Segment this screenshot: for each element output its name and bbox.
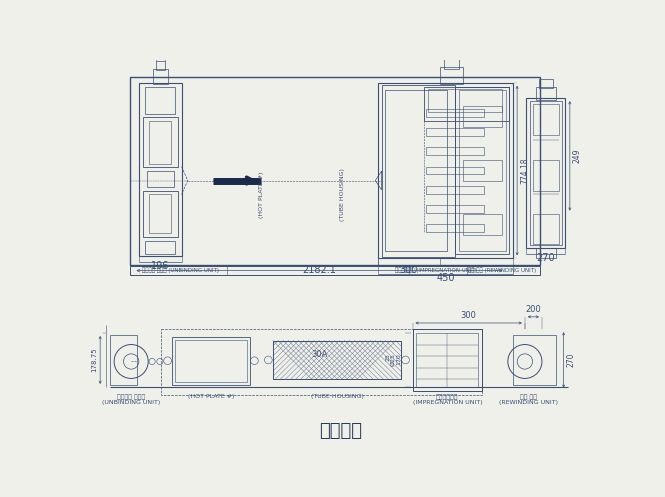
Bar [455,86,509,254]
Text: 300: 300 [400,265,418,275]
Text: (HOT PLATE #): (HOT PLATE #) [188,395,234,400]
Text: 774.18: 774.18 [520,157,529,184]
Bar [412,329,482,391]
Bar [463,214,501,235]
Bar [536,86,556,100]
Bar [153,69,168,84]
Bar [424,86,509,121]
Bar [273,340,401,379]
Bar [147,171,174,187]
Bar [426,205,484,213]
Text: 178.75: 178.75 [91,347,97,372]
Bar [444,54,459,69]
Text: 감지 유닛: 감지 유닛 [520,394,537,400]
Text: 196: 196 [151,261,170,271]
Bar [426,166,484,174]
Bar [426,148,484,155]
Text: 2182.1: 2182.1 [303,265,336,275]
Bar [130,266,541,275]
Bar [416,333,478,387]
Text: 249: 249 [573,149,582,163]
Text: 제외부분: 제외부분 [319,422,362,440]
Bar [533,104,559,135]
Text: (IMPREGNATION UNIT): (IMPREGNATION UNIT) [412,400,482,405]
Bar [273,340,401,379]
Text: 선어리블 풀배부 (UNBINDING UNIT): 선어리블 풀배부 (UNBINDING UNIT) [142,268,219,273]
Bar [130,77,541,265]
Text: 300: 300 [461,311,477,320]
Text: 25
Ø25
170: 25 Ø25 170 [385,353,402,366]
Bar [378,83,513,258]
Text: (TUBE HOUSING): (TUBE HOUSING) [311,395,364,400]
Bar [513,335,556,385]
Bar [143,190,178,237]
Bar [176,340,247,382]
Bar [156,61,164,71]
Bar [533,160,559,190]
Text: 선어리블 풀배부: 선어리블 풀배부 [117,394,145,400]
Bar [426,128,484,136]
Bar [539,79,553,88]
Text: 270: 270 [537,253,555,263]
Bar [463,106,501,127]
Text: 유리섬유효온: 유리섬유효온 [436,394,459,400]
Text: (REWINDING UNIT): (REWINDING UNIT) [499,400,558,405]
Bar [536,248,556,257]
Text: 감지 유닛 (REWINDING UNIT): 감지 유닛 (REWINDING UNIT) [467,268,536,273]
Bar [527,98,565,248]
Bar [145,86,176,113]
Bar [149,194,172,233]
Bar [426,186,484,194]
Bar [145,241,176,254]
Bar [149,121,172,164]
Text: 450: 450 [436,272,455,283]
Text: (HOT PLATE #): (HOT PLATE #) [259,171,264,218]
Text: 30A: 30A [311,350,328,359]
Bar [110,335,138,385]
Text: (TUBE HOUSING): (TUBE HOUSING) [340,168,345,221]
Bar [463,160,501,181]
Bar [386,90,448,250]
Bar [440,67,463,84]
Bar [426,109,484,117]
Bar [143,117,178,167]
Bar [428,89,501,112]
Text: 270: 270 [567,353,576,367]
Bar [139,83,182,256]
Bar [459,90,505,250]
Bar [533,214,559,245]
Text: 유리섬유효온 (IMPREGNATION UNIT): 유리섬유효온 (IMPREGNATION UNIT) [395,268,477,273]
Bar [426,225,484,232]
Text: 200: 200 [525,305,541,314]
Bar [172,337,250,385]
Bar [161,329,482,395]
Text: (UNBINDING UNIT): (UNBINDING UNIT) [102,400,160,405]
Bar [529,101,562,245]
Bar [382,85,455,257]
